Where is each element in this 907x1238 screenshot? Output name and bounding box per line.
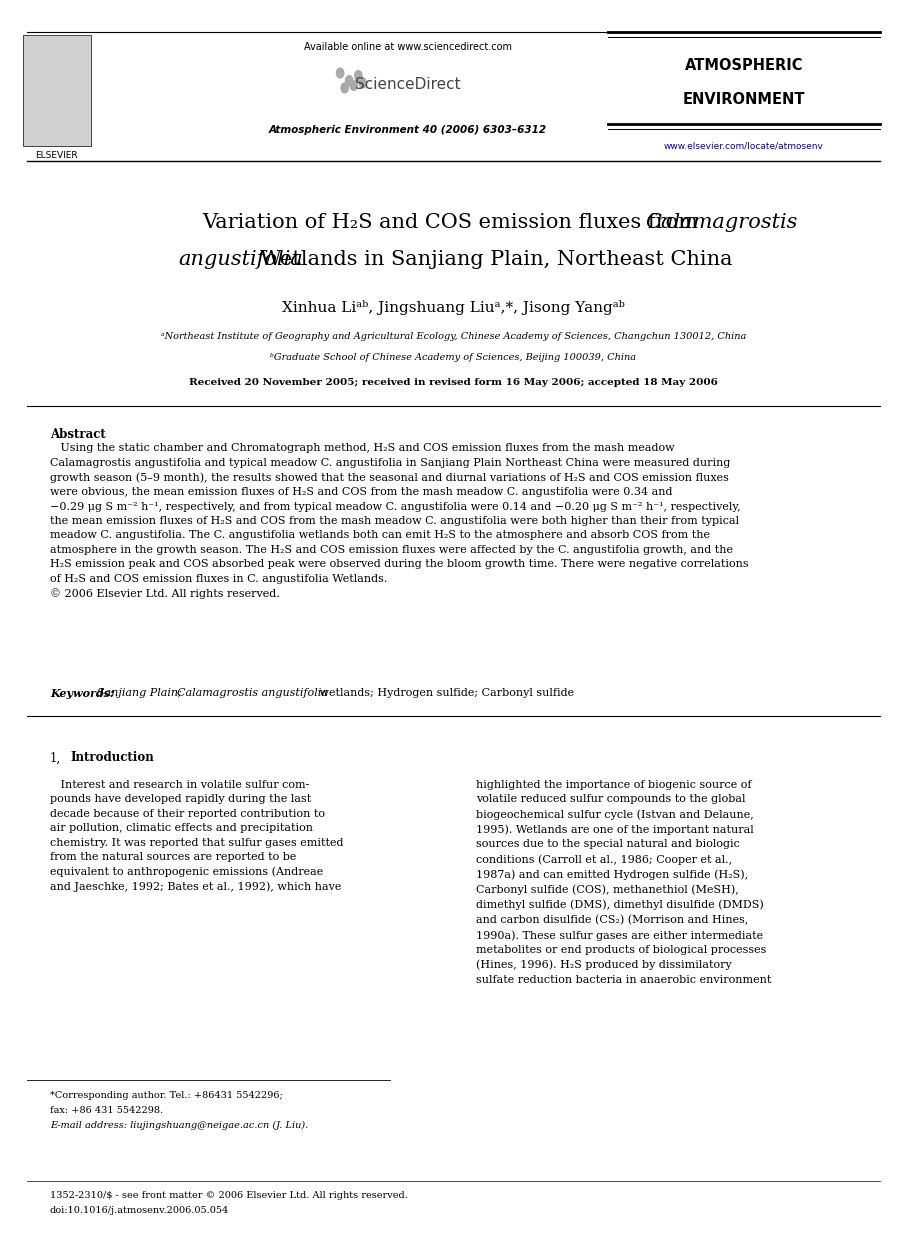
- Text: Using the static chamber and Chromatograph method, H₂S and COS emission fluxes f: Using the static chamber and Chromatogra…: [50, 443, 748, 599]
- Text: www.elsevier.com/locate/atmosenv: www.elsevier.com/locate/atmosenv: [664, 141, 824, 151]
- Text: 1,: 1,: [50, 751, 61, 765]
- Text: Atmospheric Environment 40 (2006) 6303–6312: Atmospheric Environment 40 (2006) 6303–6…: [269, 125, 547, 135]
- Text: ATMOSPHERIC: ATMOSPHERIC: [685, 58, 803, 73]
- Circle shape: [350, 80, 357, 90]
- Circle shape: [336, 68, 344, 78]
- Text: Received 20 November 2005; received in revised form 16 May 2006; accepted 18 May: Received 20 November 2005; received in r…: [189, 378, 718, 387]
- Text: Variation of H₂S and COS emission fluxes from: Variation of H₂S and COS emission fluxes…: [202, 213, 705, 233]
- Text: Xinhua Liᵃᵇ, Jingshuang Liuᵃ,*, Jisong Yangᵃᵇ: Xinhua Liᵃᵇ, Jingshuang Liuᵃ,*, Jisong Y…: [282, 300, 625, 314]
- Text: ELSEVIER: ELSEVIER: [35, 151, 77, 161]
- Text: E-mail address: liujingshuang@neigae.ac.cn (J. Liu).: E-mail address: liujingshuang@neigae.ac.…: [50, 1120, 308, 1129]
- Text: ᵃNortheast Institute of Geography and Agricultural Ecology, Chinese Academy of S: ᵃNortheast Institute of Geography and Ag…: [161, 332, 746, 342]
- Text: angustifolia: angustifolia: [178, 250, 303, 270]
- Text: Available online at www.sciencedirect.com: Available online at www.sciencedirect.co…: [304, 42, 512, 52]
- Text: Calamagrostis angustifolia: Calamagrostis angustifolia: [177, 688, 327, 698]
- Circle shape: [346, 76, 353, 85]
- Text: fax: +86 431 5542298.: fax: +86 431 5542298.: [50, 1106, 163, 1114]
- Text: *Corresponding author. Tel.: +86431 5542296;: *Corresponding author. Tel.: +86431 5542…: [50, 1091, 283, 1099]
- Text: Introduction: Introduction: [71, 751, 154, 765]
- Circle shape: [341, 83, 348, 93]
- Bar: [23, 35, 91, 146]
- Text: ScienceDirect: ScienceDirect: [356, 77, 461, 92]
- Circle shape: [359, 78, 366, 88]
- Text: Interest and research in volatile sulfur com-
pounds have developed rapidly duri: Interest and research in volatile sulfur…: [50, 780, 344, 893]
- Text: Abstract: Abstract: [50, 428, 105, 442]
- Circle shape: [355, 71, 362, 80]
- Text: highlighted the importance of biogenic source of
volatile reduced sulfur compoun: highlighted the importance of biogenic s…: [476, 780, 772, 984]
- Text: ENVIRONMENT: ENVIRONMENT: [682, 92, 805, 106]
- Text: Calamagrostis: Calamagrostis: [645, 213, 797, 233]
- Text: doi:10.1016/j.atmosenv.2006.05.054: doi:10.1016/j.atmosenv.2006.05.054: [50, 1206, 229, 1214]
- Text: wetlands; Hydrogen sulfide; Carbonyl sulfide: wetlands; Hydrogen sulfide; Carbonyl sul…: [316, 688, 574, 698]
- Text: 1352-2310/$ - see front matter © 2006 Elsevier Ltd. All rights reserved.: 1352-2310/$ - see front matter © 2006 El…: [50, 1191, 408, 1200]
- Text: Sanjiang Plain;: Sanjiang Plain;: [97, 688, 185, 698]
- Text: Wetlands in Sanjiang Plain, Northeast China: Wetlands in Sanjiang Plain, Northeast Ch…: [174, 250, 733, 270]
- Text: Keywords:: Keywords:: [50, 688, 118, 699]
- Text: ᵇGraduate School of Chinese Academy of Sciences, Beijing 100039, China: ᵇGraduate School of Chinese Academy of S…: [270, 353, 637, 363]
